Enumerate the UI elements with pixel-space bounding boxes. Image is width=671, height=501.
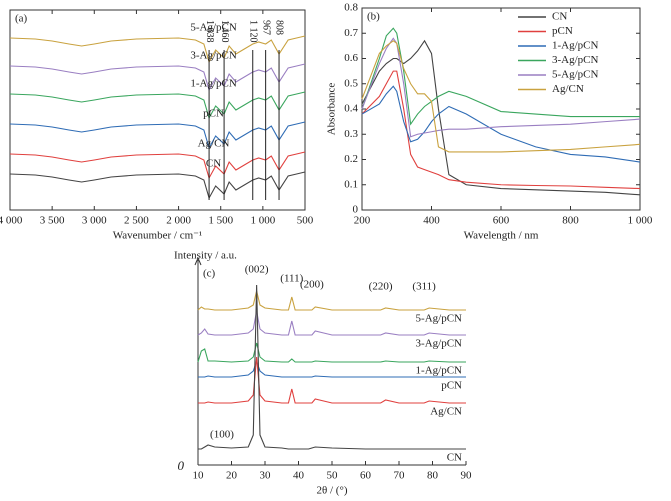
series-label: 3-Ag/pCN	[190, 50, 237, 62]
series-line	[198, 284, 466, 450]
series-line	[198, 359, 466, 378]
y-tick-label: 0	[353, 204, 359, 216]
series-line	[361, 85, 641, 163]
panel-label: (c)	[203, 268, 216, 280]
peak-label: (111)	[280, 273, 303, 285]
x-tick-label: 20	[226, 470, 238, 482]
x-axis-label: Wavelength / nm	[464, 230, 539, 242]
legend-label: 3-Ag/pCN	[552, 54, 599, 66]
x-tick-label: 2 500	[124, 215, 149, 227]
series-line	[9, 151, 306, 180]
legend-label: 5-Ag/pCN	[552, 69, 599, 81]
x-tick-label: 1 500	[208, 215, 233, 227]
x-tick-label: 600	[493, 215, 510, 227]
y-tick-label: 0.6	[344, 52, 358, 64]
series-label: pCN	[203, 108, 224, 120]
y-axis-label: Intensity / a.u.	[174, 250, 237, 262]
series-line	[9, 121, 306, 150]
y-tick-label: 0	[178, 458, 185, 473]
y-tick-label: 0.2	[344, 153, 358, 165]
series-line	[361, 70, 641, 190]
legend-label: pCN	[552, 25, 573, 37]
peak-label: 808	[274, 20, 285, 35]
y-tick-label: 0.7	[344, 27, 358, 39]
panel-label: (a)	[15, 13, 28, 25]
x-axis-label: 2θ / (°)	[316, 485, 347, 497]
legend-label: Ag/CN	[552, 83, 584, 95]
series-line	[361, 39, 641, 196]
y-tick-label: 0.1	[344, 178, 358, 190]
x-tick-label: 30	[260, 470, 272, 482]
peak-label: 1 460	[219, 20, 230, 43]
y-tick-label: 0.4	[344, 103, 358, 115]
y-tick-label: 0.8	[344, 2, 358, 14]
peak-label: (002)	[245, 264, 269, 276]
legend-label: 1-Ag/pCN	[552, 40, 599, 52]
x-tick-label: 90	[461, 470, 473, 482]
panel-label: (b)	[367, 11, 380, 23]
peak-label: 1 120	[247, 20, 258, 43]
peak-label: (200)	[300, 279, 324, 291]
plot-frame	[9, 9, 306, 211]
peak-label: 967	[260, 20, 271, 35]
series-line	[198, 356, 466, 404]
series-label: 3-Ag/pCN	[416, 338, 463, 350]
legend-label: CN	[552, 11, 567, 23]
x-tick-label: 200	[354, 215, 371, 227]
series-line	[197, 342, 466, 363]
series-label: pCN	[441, 380, 462, 392]
series-label: CN	[206, 158, 221, 170]
x-tick-label: 800	[562, 215, 579, 227]
x-tick-label: 10	[193, 470, 205, 482]
x-tick-label: 500	[297, 215, 314, 227]
x-tick-label: 50	[327, 470, 339, 482]
x-tick-label: 4 000	[0, 215, 23, 227]
series-label: 1-Ag/pCN	[416, 365, 463, 377]
series-label: Ag/CN	[198, 138, 230, 150]
series-line	[197, 310, 466, 336]
peak-label: (100)	[210, 429, 234, 441]
x-tick-label: 1 000	[250, 215, 275, 227]
x-tick-label: 60	[360, 470, 372, 482]
x-axis-label: Wavenumber / cm⁻¹	[113, 230, 202, 242]
x-tick-label: 1 000	[628, 215, 653, 227]
series-line	[9, 63, 306, 92]
series-label: 5-Ag/pCN	[416, 313, 463, 325]
series-line	[197, 290, 466, 311]
x-tick-label: 3 000	[82, 215, 107, 227]
x-tick-label: 3 500	[40, 215, 65, 227]
peak-label: (311)	[412, 281, 436, 293]
series-line	[361, 27, 640, 126]
x-tick-label: 400	[423, 215, 440, 227]
x-tick-label: 40	[293, 470, 305, 482]
peak-label: (220)	[369, 281, 393, 293]
series-line	[9, 171, 306, 200]
series-label: Ag/CN	[430, 406, 462, 418]
y-tick-label: 0.5	[344, 77, 358, 89]
y-axis-arrow	[194, 256, 202, 266]
series-label: CN	[447, 452, 462, 464]
x-tick-label: 70	[394, 470, 406, 482]
series-line	[9, 35, 306, 64]
series-label: 1-Ag/pCN	[190, 78, 237, 90]
series-line	[9, 91, 306, 120]
series-line	[361, 37, 641, 138]
y-tick-label: 0.3	[344, 128, 358, 140]
x-tick-label: 80	[427, 470, 439, 482]
x-tick-label: 2 000	[166, 215, 191, 227]
peak-label: 1 638	[204, 20, 215, 43]
series-label: 5-Ag/pCN	[190, 22, 237, 34]
y-axis-label: Absorbance	[326, 83, 338, 136]
series-line	[361, 40, 641, 153]
